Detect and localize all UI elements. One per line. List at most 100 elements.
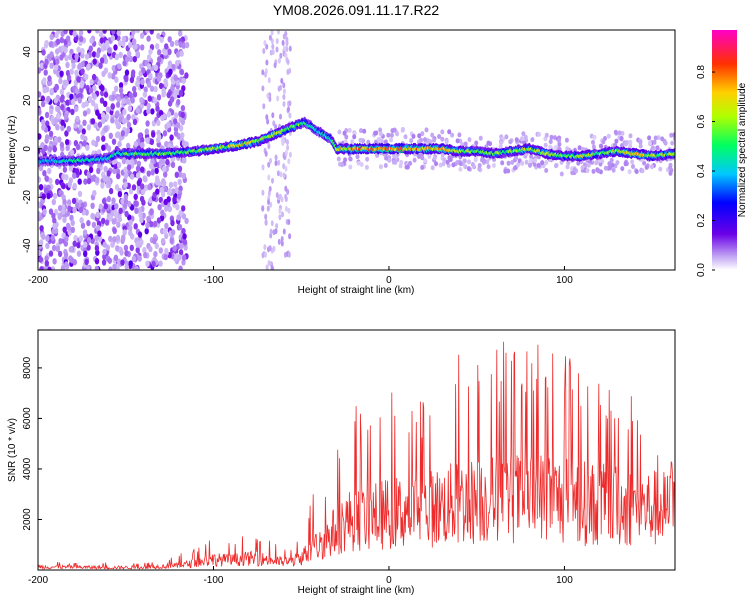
noise-mark xyxy=(72,172,77,179)
noise-mark xyxy=(72,182,77,190)
noise-mark xyxy=(115,234,121,242)
noise-mark xyxy=(548,144,553,150)
noise-mark xyxy=(288,100,292,107)
noise-mark xyxy=(275,38,279,45)
noise-mark xyxy=(58,238,63,245)
noise-mark xyxy=(43,144,48,151)
noise-mark xyxy=(668,165,673,171)
noise-mark xyxy=(287,207,291,214)
noise-mark xyxy=(430,132,435,138)
noise-mark xyxy=(55,58,60,65)
noise-mark xyxy=(101,135,106,142)
noise-mark xyxy=(275,223,279,229)
noise-mark xyxy=(265,114,269,121)
noise-mark xyxy=(170,229,176,236)
noise-mark xyxy=(111,94,116,101)
noise-mark xyxy=(98,62,103,69)
noise-mark xyxy=(110,35,116,42)
noise-mark xyxy=(64,55,69,62)
noise-mark xyxy=(164,222,169,230)
noise-mark xyxy=(275,46,279,53)
noise-mark xyxy=(181,213,187,220)
noise-mark xyxy=(533,158,538,163)
noise-mark xyxy=(149,30,154,35)
noise-mark xyxy=(428,139,433,145)
noise-mark xyxy=(359,162,364,167)
noise-mark xyxy=(142,91,148,98)
noise-mark xyxy=(89,37,94,44)
noise-mark xyxy=(175,243,181,250)
noise-mark xyxy=(348,156,353,162)
noise-mark xyxy=(173,181,178,188)
noise-mark xyxy=(86,219,91,227)
noise-mark xyxy=(184,217,189,225)
noise-mark xyxy=(77,62,83,70)
noise-mark xyxy=(163,198,168,206)
noise-mark xyxy=(152,237,157,245)
noise-mark xyxy=(557,141,562,147)
x-tick-label: -100 xyxy=(203,575,223,586)
noise-mark xyxy=(133,200,138,207)
noise-mark xyxy=(38,241,43,248)
noise-mark xyxy=(265,59,269,66)
noise-mark xyxy=(170,161,176,168)
noise-mark xyxy=(133,193,138,200)
noise-mark xyxy=(147,95,152,102)
noise-mark xyxy=(65,69,71,77)
noise-mark xyxy=(379,131,383,137)
noise-mark xyxy=(131,30,136,36)
noise-mark xyxy=(85,144,90,151)
noise-mark xyxy=(38,211,41,218)
noise-mark xyxy=(271,43,275,50)
x-tick-label: 100 xyxy=(556,275,573,286)
noise-mark xyxy=(177,171,183,178)
noise-mark xyxy=(644,164,649,170)
noise-mark xyxy=(269,49,273,56)
noise-mark xyxy=(137,255,142,262)
noise-mark xyxy=(99,97,105,104)
noise-mark xyxy=(265,264,269,270)
noise-mark xyxy=(157,49,162,56)
noise-mark xyxy=(279,113,282,120)
noise-mark xyxy=(157,204,162,211)
noise-mark xyxy=(607,161,612,167)
noise-mark xyxy=(179,68,185,76)
noise-mark xyxy=(77,97,83,104)
noise-mark xyxy=(520,160,525,166)
noise-mark xyxy=(180,118,186,126)
noise-mark xyxy=(123,166,128,174)
noise-mark xyxy=(175,51,181,58)
noise-mark xyxy=(180,111,185,119)
noise-mark xyxy=(91,92,96,99)
noise-mark xyxy=(104,219,110,226)
noise-mark xyxy=(137,231,143,238)
noise-mark xyxy=(45,120,50,127)
noise-mark xyxy=(38,108,42,115)
noise-mark xyxy=(557,138,561,143)
noise-mark xyxy=(95,176,100,184)
noise-mark xyxy=(420,155,425,161)
noise-mark xyxy=(111,30,116,34)
noise-mark xyxy=(181,205,186,212)
noise-mark xyxy=(114,110,120,118)
noise-mark xyxy=(86,63,91,70)
noise-mark xyxy=(630,159,635,165)
noise-mark xyxy=(506,168,511,174)
noise-mark xyxy=(261,85,265,92)
noise-mark xyxy=(106,195,112,203)
noise-mark xyxy=(284,150,288,157)
noise-mark xyxy=(103,203,109,210)
noise-mark xyxy=(102,30,107,34)
noise-mark xyxy=(606,133,611,139)
colorbar-gradient xyxy=(712,30,737,270)
noise-mark xyxy=(75,202,80,209)
noise-mark xyxy=(84,53,90,60)
noise-mark xyxy=(95,109,100,116)
noise-mark xyxy=(145,120,150,127)
noise-mark xyxy=(55,124,60,131)
noise-mark xyxy=(111,138,117,145)
noise-mark xyxy=(51,198,56,206)
x-tick-label: 100 xyxy=(556,575,573,586)
noise-mark xyxy=(350,139,355,145)
noise-mark xyxy=(86,237,92,244)
